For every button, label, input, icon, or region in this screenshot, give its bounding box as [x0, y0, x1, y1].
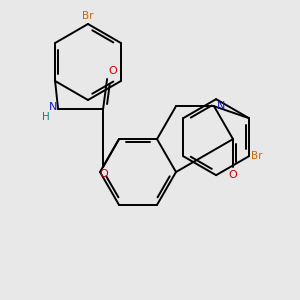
Text: Br: Br: [82, 11, 94, 21]
Text: Br: Br: [251, 151, 262, 161]
Text: H: H: [42, 112, 50, 122]
Text: N: N: [49, 102, 57, 112]
Text: O: O: [229, 170, 237, 180]
Text: O: O: [108, 66, 117, 76]
Text: N: N: [217, 101, 225, 111]
Text: O: O: [100, 169, 109, 179]
